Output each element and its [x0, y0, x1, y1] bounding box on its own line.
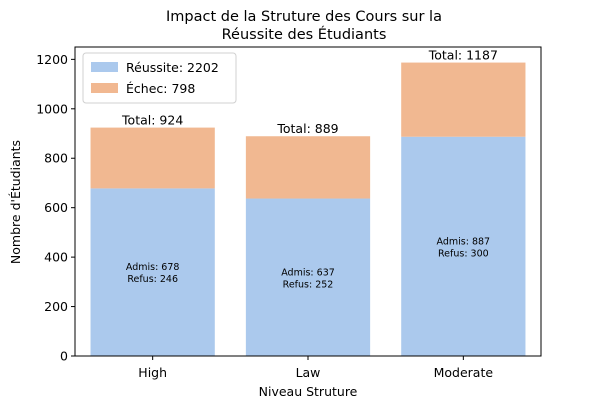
legend-swatch-2: [91, 83, 118, 93]
y-tick-label: 600: [44, 200, 68, 215]
bar-high-series-1: [90, 188, 215, 356]
bar-label-admis-moderate: Admis: 887: [437, 236, 491, 247]
bars-layer: [90, 62, 526, 356]
bar-high-series-2: [90, 127, 215, 189]
legend-label-2: Échec: 798: [126, 81, 195, 96]
y-tick-label: 400: [44, 250, 68, 265]
y-tick-label: 1000: [36, 101, 68, 116]
bar-label-refus-high: Refus: 246: [127, 274, 178, 285]
x-tick-label-high: High: [138, 365, 167, 380]
x-axis: High Law Moderate: [138, 356, 493, 380]
legend-label-1: Réussite: 2202: [126, 60, 219, 75]
chart-title: Impact de la Struture des Cours sur la R…: [166, 9, 442, 43]
y-axis-label: Nombre d'Étudiants: [8, 140, 23, 264]
x-axis-label: Niveau Struture: [259, 384, 358, 399]
legend-swatch-1: [91, 62, 118, 72]
chart-title-line-1: Impact de la Struture des Cours sur la: [166, 9, 442, 25]
bar-label-admis-law: Admis: 637: [281, 267, 335, 278]
y-tick-label: 200: [44, 299, 68, 314]
bar-law-series-2: [245, 136, 371, 199]
total-label-moderate: Total: 1187: [428, 48, 498, 63]
legend-box: [82, 52, 237, 104]
chart-title-line-2: Réussite des Étudiants: [222, 26, 387, 43]
bar-label-refus-law: Refus: 252: [283, 279, 334, 290]
bar-moderate-series-1: [401, 136, 526, 356]
y-tick-label: 0: [60, 349, 68, 364]
y-tick-label: 1200: [36, 52, 68, 67]
bar-moderate-series-2: [401, 62, 526, 137]
bar-label-admis-high: Admis: 678: [126, 262, 180, 273]
legend: Réussite: 2202 Échec: 798: [82, 52, 237, 104]
bar-label-refus-moderate: Refus: 300: [438, 248, 489, 259]
bar-law-series-1: [245, 198, 371, 356]
y-tick-label: 800: [44, 151, 68, 166]
x-tick-label-law: Law: [296, 365, 321, 380]
x-tick-label-moderate: Moderate: [434, 365, 494, 380]
y-axis: 0 200 400 600 800 1000 1200: [36, 52, 75, 364]
total-label-law: Total: 889: [276, 121, 338, 136]
total-label-high: Total: 924: [121, 113, 183, 128]
